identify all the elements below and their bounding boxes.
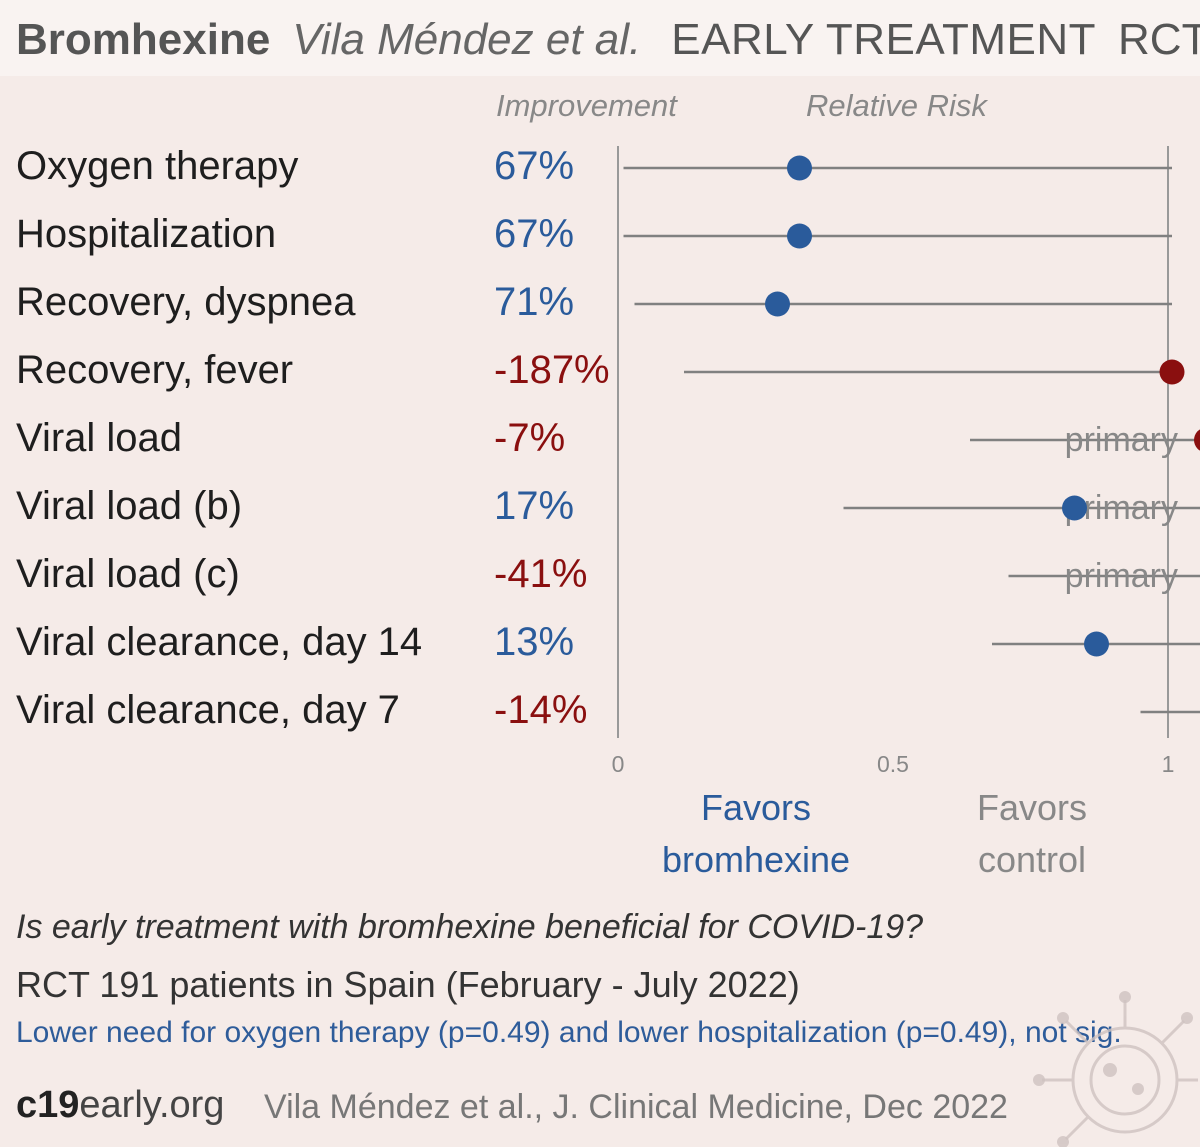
outcome-label: Viral clearance, day 14 xyxy=(16,620,423,664)
favors-treatment-label: Favors bromhexine xyxy=(626,782,886,886)
outcome-label: Viral load xyxy=(16,416,183,460)
outcome-label: Oxygen therapy xyxy=(16,144,299,188)
point-estimate xyxy=(1062,495,1087,521)
outcome-label: Hospitalization xyxy=(16,212,277,256)
outcome-label: Viral load (c) xyxy=(16,552,240,596)
point-estimate xyxy=(787,223,812,249)
favors-control-label: Favors control xyxy=(902,782,1162,886)
drug-name: Bromhexine xyxy=(16,15,271,64)
favors-control-line2: control xyxy=(977,839,1087,880)
improvement-value: 17% xyxy=(494,484,575,528)
improvement-value: -187% xyxy=(494,348,610,392)
citation: Vila Méndez et al., J. Clinical Medicine… xyxy=(264,1088,1008,1126)
header-bar: Bromhexine Vila Méndez et al. EARLY TREATM… xyxy=(0,0,1200,76)
relative-risk-column-header: Relative Risk xyxy=(806,88,987,123)
virus-icon xyxy=(1033,991,1198,1147)
point-estimate xyxy=(1194,429,1200,451)
study-summary: Lower need for oxygen therapy (p=0.49) a… xyxy=(16,1016,1122,1049)
improvement-value: -41% xyxy=(494,552,588,596)
point-estimate xyxy=(1159,359,1185,385)
outcome-label: Recovery, dyspnea xyxy=(16,280,356,324)
favors-treatment-line1: Favors xyxy=(700,787,812,828)
improvement-value: 13% xyxy=(494,620,575,664)
study-authors: Vila Méndez et al. xyxy=(292,15,642,64)
outcome-label: Recovery, fever xyxy=(16,348,294,392)
improvement-column-header: Improvement xyxy=(496,88,677,123)
study-question: Is early treatment with bromhexine benef… xyxy=(16,908,924,946)
treatment-type: EARLY TREATMENT xyxy=(671,15,1097,64)
favors-treatment-line2: bromhexine xyxy=(661,839,851,880)
primary-label: primary xyxy=(1065,557,1178,595)
outcome-label: Viral load (b) xyxy=(16,484,243,528)
improvement-value: 67% xyxy=(494,144,575,188)
point-estimate xyxy=(765,291,790,317)
point-estimate xyxy=(787,155,812,181)
improvement-value: 67% xyxy=(494,212,575,256)
favors-control-line1: Favors xyxy=(976,787,1088,828)
site-logo-bold: c19 xyxy=(16,1084,80,1126)
outcome-label: Viral clearance, day 7 xyxy=(16,688,400,732)
point-estimate xyxy=(1084,631,1109,657)
x-tick-label: 0.5 xyxy=(877,751,909,777)
primary-label: primary xyxy=(1065,421,1178,459)
page-title: Bromhexine Vila Méndez et al. EARLY TREATM… xyxy=(16,12,1200,68)
study-description: RCT 191 patients in Spain (February - Ju… xyxy=(16,964,800,1005)
improvement-value: 71% xyxy=(494,280,575,324)
study-design: RCT xyxy=(1118,15,1200,64)
site-logo: c19early.org xyxy=(16,1084,224,1127)
x-tick-label: 1 xyxy=(1162,751,1175,777)
improvement-value: -14% xyxy=(494,688,588,732)
x-tick-label: 0 xyxy=(612,751,625,777)
improvement-value: -7% xyxy=(494,416,566,460)
site-logo-rest: early.org xyxy=(79,1084,225,1126)
